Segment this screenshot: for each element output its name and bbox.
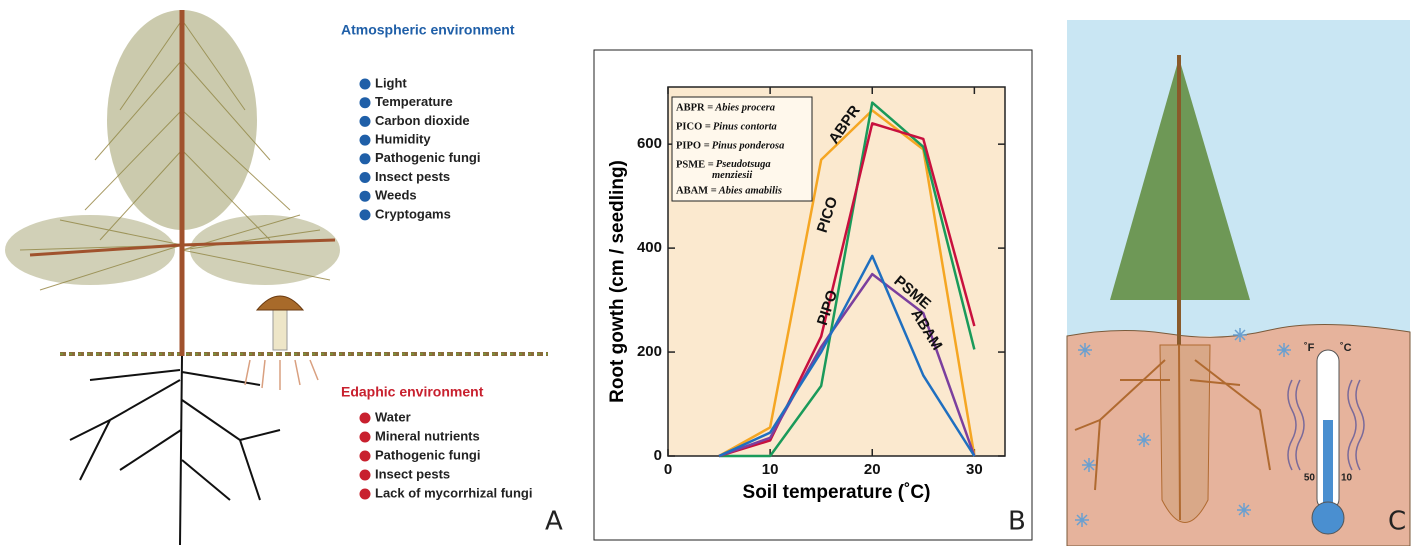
panel-letter: B — [1008, 507, 1026, 537]
series-line — [718, 109, 976, 458]
branch — [29, 238, 336, 257]
legend-abbr: ABAM = — [676, 185, 717, 196]
series-line — [718, 254, 976, 458]
series-line — [718, 122, 976, 458]
tree-illustration — [5, 10, 548, 546]
list-item: Water — [375, 409, 411, 424]
bullet — [359, 172, 371, 183]
legend-abbr: PSME = — [676, 159, 714, 170]
legend-species: Abies procera — [714, 102, 775, 113]
bullet — [359, 469, 371, 481]
soil — [1066, 324, 1411, 547]
bullet — [359, 134, 371, 146]
list-item: Light — [375, 75, 407, 90]
x-axis-label: Soil temperature (˚C) — [743, 482, 931, 503]
thermo-unit: ˚C — [1340, 342, 1352, 354]
legend-species: Pseudotsuga menziesii — [712, 159, 773, 181]
bullet — [359, 115, 371, 127]
series-line — [718, 272, 976, 458]
thermo-unit: ˚F — [1304, 342, 1315, 354]
section-title: Edaphic environment — [341, 384, 484, 400]
root-plug — [1159, 344, 1211, 523]
legend-species: Pinus contorta — [713, 121, 777, 132]
y-tick-label: 600 — [637, 135, 662, 152]
legend-species: Pinus ponderosa — [712, 140, 785, 151]
list-item: Temperature — [375, 94, 453, 109]
roots — [69, 355, 281, 546]
bullet — [359, 97, 371, 109]
list-item: Insect pests — [375, 466, 450, 481]
bullet — [359, 153, 371, 165]
bullet — [359, 78, 371, 90]
list-item: Cryptogams — [375, 206, 451, 221]
list-item: Weeds — [375, 188, 417, 203]
branch-foliage — [190, 215, 340, 285]
y-tick-label: 400 — [637, 239, 662, 256]
bullet — [359, 412, 371, 424]
x-tick-label: 0 — [664, 461, 672, 478]
snowflakes — [1075, 328, 1291, 527]
panel-letter: A — [545, 507, 563, 537]
panel-letter: C — [1388, 507, 1406, 537]
y-axis-label: Root gowth (cm / seedling) — [607, 160, 628, 403]
legend-abbr: PICO = — [676, 121, 711, 132]
bullet — [359, 209, 371, 221]
list-item: Pathogenic fungi — [375, 150, 480, 165]
x-tick-label: 10 — [762, 461, 779, 478]
y-tick-label: 200 — [637, 343, 662, 360]
thermo-mark: 10 — [1341, 473, 1353, 484]
x-tick-label: 20 — [864, 461, 881, 478]
bullet — [359, 431, 371, 443]
legend-species: Abies amabilis — [718, 185, 782, 196]
list-item: Insect pests — [375, 169, 450, 184]
mushroom — [244, 295, 319, 390]
list-item: Pathogenic fungi — [375, 447, 480, 462]
line-chart: 0 200 400 600 0 10 20 30 Soil temperature (˚C) Ro… — [607, 86, 1026, 537]
heat-waves — [1287, 379, 1365, 471]
seedling-illustration — [1066, 20, 1411, 547]
list-item: Humidity — [375, 132, 431, 147]
needles — [19, 19, 331, 291]
roots — [1074, 344, 1271, 521]
bullet — [359, 488, 371, 500]
y-tick-label: 0 — [654, 447, 662, 464]
section-title: Atmospheric environment — [341, 22, 515, 38]
legend-abbr: ABPR = — [676, 102, 713, 113]
series-line — [719, 101, 976, 458]
thermometer — [1311, 349, 1345, 535]
list-item: Lack of mycorrhizal fungi — [375, 485, 532, 500]
thermo-mark: 50 — [1304, 473, 1316, 484]
bullet — [359, 190, 371, 202]
x-tick-label: 30 — [966, 461, 983, 478]
list-item: Mineral nutrients — [375, 428, 480, 443]
legend-box — [671, 96, 813, 202]
bullet — [359, 450, 371, 462]
legend-abbr: PIPO = — [676, 140, 710, 151]
list-item: Carbon dioxide — [375, 113, 470, 128]
